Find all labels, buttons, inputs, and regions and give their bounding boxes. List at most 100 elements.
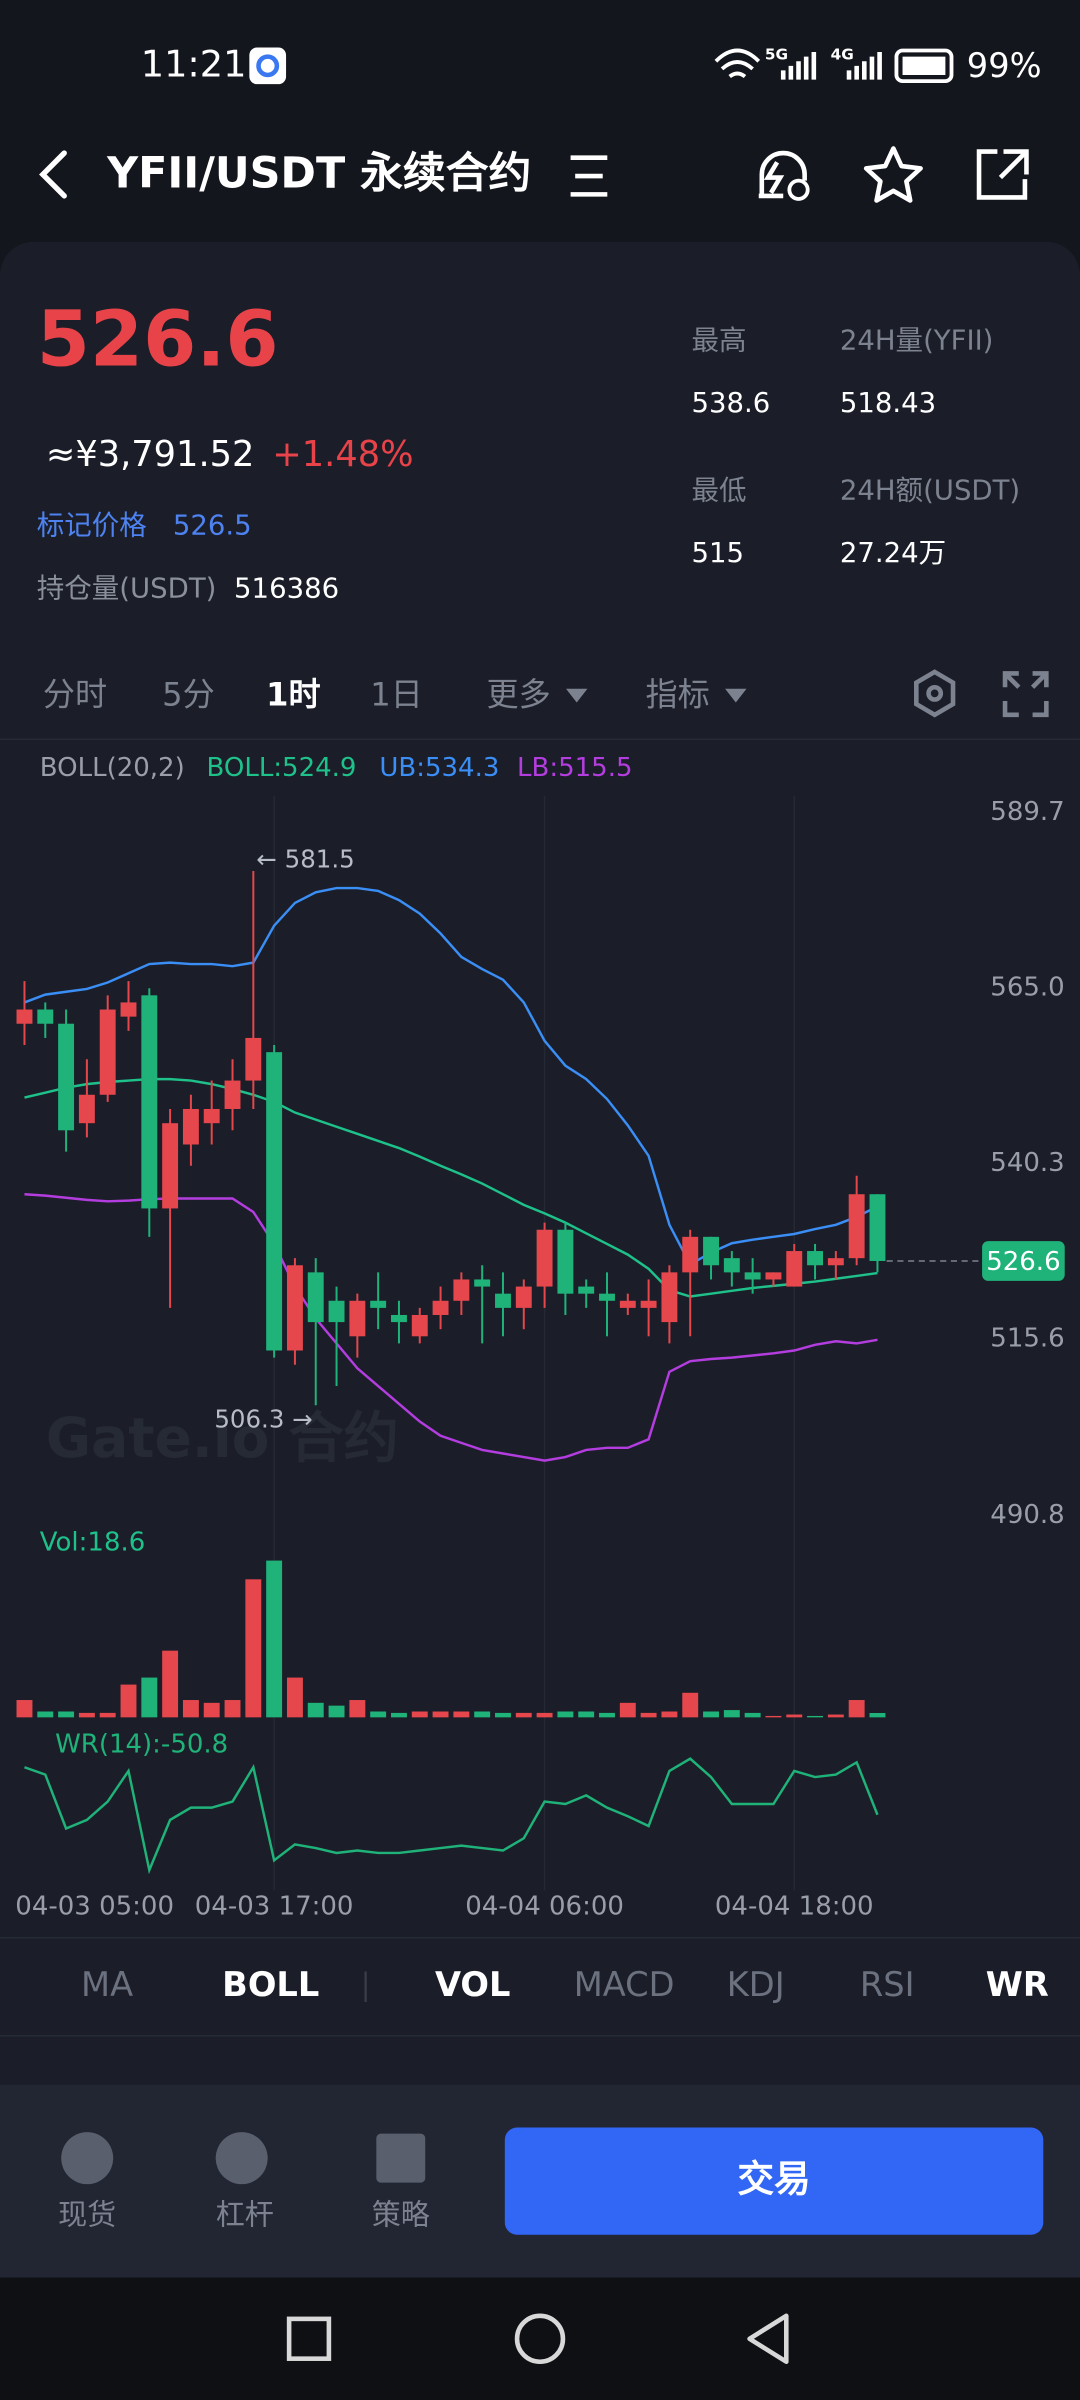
interval-tab[interactable]: 更多 [486, 675, 550, 713]
volume-bar [224, 1700, 241, 1718]
volume-bar [203, 1702, 220, 1718]
settings-icon[interactable] [914, 669, 956, 718]
favorite-icon[interactable] [863, 146, 923, 203]
volume-bar [786, 1714, 803, 1718]
price-change: +1.48% [272, 434, 413, 475]
interval-tab[interactable]: 指标 [646, 675, 710, 713]
trade-button-label[interactable]: 交易 [737, 2158, 810, 2201]
volume-bar [640, 1712, 657, 1718]
volume-bar [162, 1650, 179, 1718]
margin-icon[interactable] [215, 2132, 268, 2185]
volume-bar [682, 1692, 699, 1718]
y-tick-label: 490.8 [990, 1500, 1064, 1530]
indicator-tabs: MA BOLL VOL MACD KDJ RSI WR [81, 1965, 1049, 2004]
indicator-tab[interactable]: MACD [574, 1965, 675, 2004]
back-button[interactable] [39, 150, 67, 199]
back-nav-button[interactable] [747, 2313, 789, 2365]
indicator-tab[interactable]: KDJ [727, 1965, 785, 2004]
candle-body [349, 1300, 366, 1337]
candle-body [286, 1265, 303, 1351]
wr-line [24, 1757, 879, 1875]
candle-body [869, 1194, 886, 1261]
watermark: Gate.io 合约 [46, 1406, 399, 1470]
boll-line [24, 1077, 878, 1298]
volume-bar [744, 1712, 761, 1718]
candle-body [391, 1314, 407, 1323]
settings-icon-center [926, 684, 944, 702]
candle-body [266, 1052, 283, 1351]
battery-percent: 99% [967, 46, 1042, 85]
signal-icon [780, 52, 817, 80]
alert-icon[interactable] [758, 150, 807, 199]
share-icon[interactable] [976, 149, 1029, 200]
stat-value: 518.43 [840, 387, 936, 419]
menu-icon[interactable] [570, 155, 608, 197]
volume-bar [349, 1700, 366, 1718]
candle-body [703, 1236, 719, 1266]
nav-label[interactable]: 策略 [372, 2197, 430, 2231]
candle-body [224, 1080, 241, 1109]
status-time: 11:21 [141, 42, 247, 85]
stat-value: 515 [691, 537, 744, 569]
candle-body [307, 1272, 324, 1323]
network-label: 4G [831, 46, 854, 64]
indicator-tab[interactable]: RSI [860, 1965, 915, 2004]
fullscreen-icon[interactable] [1002, 671, 1049, 718]
volume-bar [869, 1712, 886, 1718]
candle-body [411, 1314, 428, 1337]
spot-icon[interactable] [61, 2132, 114, 2185]
volume-bar [432, 1711, 449, 1718]
recent-apps-button[interactable] [286, 2316, 332, 2361]
nav-label[interactable]: 现货 [58, 2197, 116, 2231]
interval-tab[interactable]: 1时 [266, 675, 320, 713]
volume-bar [141, 1677, 158, 1718]
x-tick-label: 04-03 05:00 [15, 1892, 174, 1922]
indicator-tab[interactable]: BOLL [222, 1965, 319, 2004]
candle-body [370, 1300, 387, 1308]
legend-entry: LB:515.5 [517, 753, 632, 783]
volume-bar [578, 1711, 595, 1718]
candle-body [474, 1279, 491, 1287]
open-interest: 516386 [234, 572, 339, 604]
volume-bar [391, 1712, 407, 1718]
stat-label: 最高 [691, 324, 746, 356]
mark-price: 526.5 [173, 510, 252, 542]
candle-body [661, 1272, 678, 1323]
status-app-icon-mark [256, 54, 280, 78]
volume-bar [245, 1579, 262, 1718]
trade-button[interactable] [504, 2127, 1044, 2235]
dropdown-arrow [725, 688, 747, 703]
home-button[interactable] [514, 2313, 566, 2365]
candle-body [744, 1272, 761, 1280]
candle-body [120, 1002, 137, 1017]
candle-body [640, 1300, 657, 1308]
volume-bar [78, 1712, 95, 1718]
volume-bar [411, 1711, 428, 1718]
last-price-tag [982, 1241, 1065, 1281]
y-tick-label: 589.7 [990, 797, 1064, 827]
volume-bar [661, 1711, 678, 1718]
volume-bar [58, 1711, 75, 1718]
alert-icon-badge [787, 178, 810, 201]
candle-body [453, 1279, 470, 1301]
interval-tabs: 分时 5分 1时 1日 更多 指标 [43, 675, 747, 713]
indicator-tab[interactable]: MA [81, 1965, 133, 2004]
interval-tab[interactable]: 5分 [162, 675, 215, 713]
candle-body [723, 1258, 740, 1273]
candle-body [58, 1023, 75, 1131]
dropdown-arrow [566, 688, 588, 703]
interval-tab[interactable]: 分时 [43, 675, 107, 713]
volume-bar [453, 1711, 470, 1718]
signal-icon [846, 52, 882, 80]
x-tick-label: 04-04 18:00 [715, 1892, 874, 1922]
indicator-tab[interactable]: WR [986, 1965, 1049, 2004]
stat-label: 24H量(YFII) [840, 324, 994, 356]
interval-tab[interactable]: 1日 [370, 675, 423, 713]
volume-bar [765, 1715, 782, 1718]
candle-body [827, 1258, 844, 1266]
strategy-icon[interactable] [376, 2133, 426, 2183]
nav-label[interactable]: 杠杆 [216, 2197, 274, 2231]
indicator-tab[interactable]: VOL [435, 1965, 510, 2004]
